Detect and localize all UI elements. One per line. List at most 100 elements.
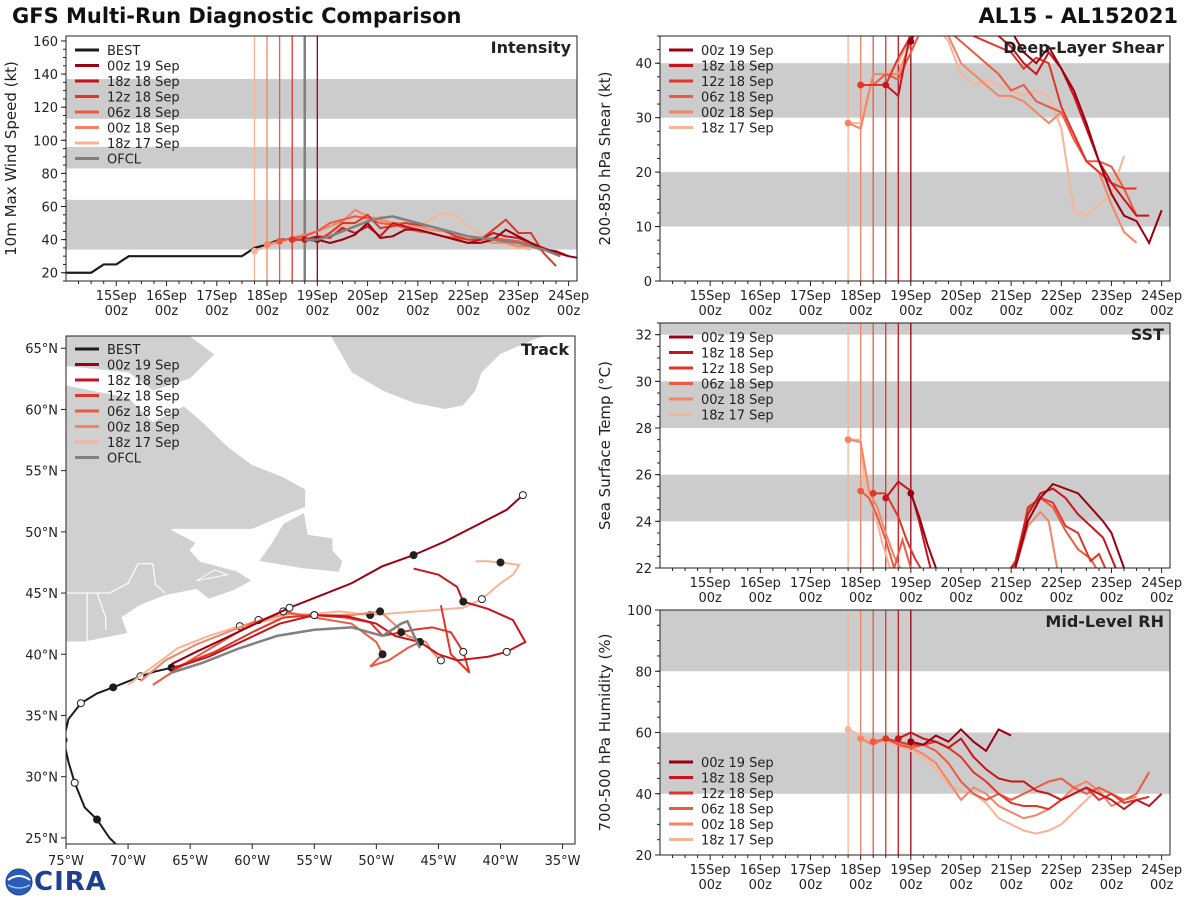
shear-legend-label: 00z 19 Sep <box>701 44 774 59</box>
intensity-xtick-sublabel: 00z <box>205 304 229 319</box>
rh-xtick-label: 18Sep <box>840 863 881 878</box>
rh-xtick-label: 20Sep <box>940 863 981 878</box>
sst-legend-label: 06z 18 Sep <box>701 378 774 393</box>
sst-shade-band <box>660 323 1170 335</box>
shear-ytick-label: 20 <box>635 166 652 181</box>
rh-xtick-label: 15Sep <box>690 863 731 878</box>
track-best-marker <box>76 699 85 708</box>
shear-xtick-label: 19Sep <box>890 289 931 304</box>
track-ytick-label: 35°N <box>25 709 58 724</box>
track-series-marker <box>459 647 468 656</box>
sst-xtick-label: 15Sep <box>690 576 731 591</box>
sst-legend-label: 18z 17 Sep <box>701 409 774 424</box>
sst-panel-title: SST <box>1131 325 1164 344</box>
sst-ytick-label: 26 <box>635 469 652 484</box>
track-xtick-label: 60°W <box>234 854 270 869</box>
rh-series-start-marker <box>882 735 890 743</box>
shear-legend-label: 06z 18 Sep <box>701 91 774 106</box>
rh-series-start-marker <box>894 735 902 743</box>
intensity-xtick-sublabel: 00z <box>356 304 380 319</box>
intensity-ofcl-line <box>304 215 561 258</box>
sst-xtick-sublabel: 00z <box>899 591 923 606</box>
shear-xtick-sublabel: 00z <box>1150 304 1174 319</box>
track-series-marker <box>378 650 387 659</box>
intensity-xtick-label: 21Sep <box>397 289 438 304</box>
intensity-ytick-label: 80 <box>41 167 58 182</box>
sst-ytick-label: 24 <box>635 515 652 530</box>
intensity-xtick-sublabel: 00z <box>456 304 480 319</box>
intensity-xtick-label: 17Sep <box>196 289 237 304</box>
intensity-legend-label: 12z 18 Sep <box>107 91 180 106</box>
rh-xtick-sublabel: 00z <box>1050 878 1074 893</box>
sst-series-line <box>909 482 1125 568</box>
shear-legend-label: 18z 17 Sep <box>701 122 774 137</box>
rh-xtick-label: 23Sep <box>1091 863 1132 878</box>
shear-xtick-sublabel: 00z <box>1050 304 1074 319</box>
intensity-ytick-label: 140 <box>33 68 58 83</box>
rh-xtick-label: 17Sep <box>790 863 831 878</box>
shear-xtick-label: 20Sep <box>940 289 981 304</box>
intensity-xtick-sublabel: 00z <box>105 304 129 319</box>
track-xtick-label: 35°W <box>545 854 581 869</box>
shear-xtick-sublabel: 00z <box>1100 304 1124 319</box>
track-series-marker <box>459 597 468 606</box>
sst-series-start-marker <box>907 489 915 497</box>
shear-xtick-label: 24Sep <box>1141 289 1182 304</box>
intensity-ytick-label: 40 <box>41 234 58 249</box>
land-mass <box>66 336 216 392</box>
intensity-xtick-sublabel: 00z <box>507 304 531 319</box>
rh-series-line <box>872 737 1150 801</box>
shear-xtick-label: 15Sep <box>690 289 731 304</box>
rh-xtick-label: 24Sep <box>1141 863 1182 878</box>
intensity-legend-label: BEST <box>107 44 140 59</box>
sst-shade-band <box>660 474 1170 522</box>
track-best-marker <box>93 815 102 824</box>
rh-legend-label: 06z 18 Sep <box>701 803 774 818</box>
shear-xtick-sublabel: 00z <box>949 304 973 319</box>
track-panel: 75°W 70°W 65°W 60°W 55°W 50°W 45°W 40°W 35°W 25°N… <box>25 335 581 869</box>
sst-series-line <box>860 490 1098 568</box>
track-series-line <box>127 560 521 686</box>
track-best-marker <box>70 778 79 787</box>
rh-series-start-marker <box>869 738 877 746</box>
storm-identifier: AL15 - AL152021 <box>978 4 1179 28</box>
shear-series-start-marker <box>844 119 852 127</box>
sst-xtick-sublabel: 00z <box>1150 591 1174 606</box>
intensity-shade-band <box>66 79 577 119</box>
track-best-marker <box>118 847 125 854</box>
rh-xtick-sublabel: 00z <box>1100 878 1124 893</box>
track-ytick-label: 65°N <box>25 342 58 357</box>
rh-xtick-sublabel: 00z <box>899 878 923 893</box>
track-ytick-label: 40°N <box>25 648 58 663</box>
track-ytick-label: 55°N <box>25 465 58 480</box>
rh-xtick-sublabel: 00z <box>799 878 823 893</box>
intensity-panel: 2040608010012014016015Sep00z16Sep00z17Se… <box>2 35 589 319</box>
sst-legend-label: 12z 18 Sep <box>701 362 774 377</box>
sst-legend-label: 00z 19 Sep <box>701 331 774 346</box>
sst-shade-band <box>660 381 1170 428</box>
sst-xtick-label: 22Sep <box>1041 576 1082 591</box>
intensity-frame <box>65 35 578 282</box>
shear-xtick-sublabel: 00z <box>999 304 1023 319</box>
land-mass <box>257 511 344 573</box>
rh-series-start-marker <box>857 735 865 743</box>
rh-xtick-sublabel: 00z <box>849 878 873 893</box>
track-series-marker <box>310 611 319 620</box>
rh-legend-label: 00z 18 Sep <box>701 818 774 833</box>
rh-ytick-label: 40 <box>635 788 652 803</box>
intensity-series-start-marker <box>251 247 258 255</box>
rh-series-start-marker <box>844 726 852 733</box>
track-legend-label: 00z 19 Sep <box>107 359 180 374</box>
track-legend-label: 06z 18 Sep <box>107 405 180 420</box>
sst-xtick-label: 23Sep <box>1091 576 1132 591</box>
shear-xtick-sublabel: 00z <box>749 304 773 319</box>
rh-series-line <box>897 731 1163 811</box>
rh-legend-label: 18z 18 Sep <box>701 772 774 787</box>
shear-xtick-sublabel: 00z <box>849 304 873 319</box>
shear-ytick-label: 10 <box>635 221 652 236</box>
sst-series-start-marker <box>857 487 865 495</box>
track-ytick-label: 45°N <box>25 587 58 602</box>
track-ytick-label: 50°N <box>25 526 58 541</box>
track-ofcl-line <box>171 619 421 674</box>
